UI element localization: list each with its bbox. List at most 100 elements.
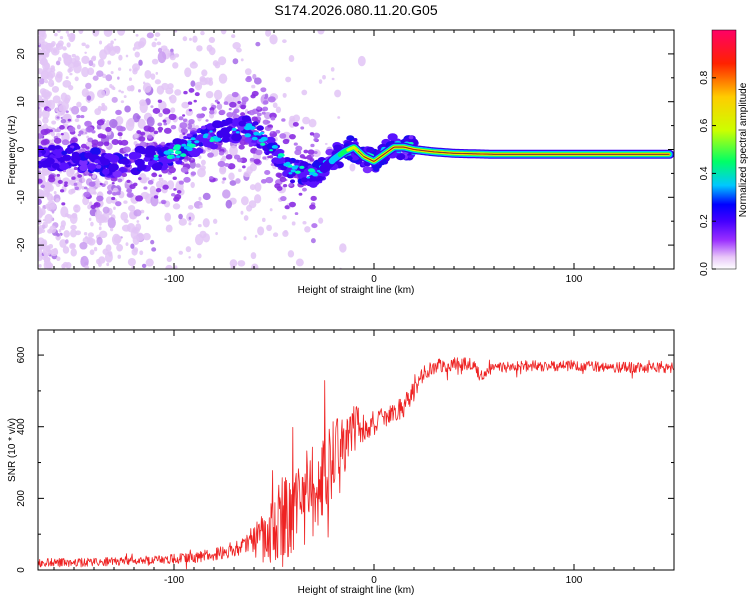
- noise-blob: [266, 224, 273, 232]
- noise-blob: [145, 177, 150, 181]
- ridge-hot: [260, 136, 268, 141]
- noise-blob: [92, 63, 96, 68]
- noise-spot: [38, 178, 43, 184]
- noise-blob: [169, 55, 176, 61]
- ridge-blob: [308, 181, 318, 188]
- noise-blob: [97, 126, 100, 130]
- ridge-blob: [94, 159, 100, 164]
- ridge-hot: [290, 169, 296, 173]
- noise-spot: [80, 143, 87, 149]
- noise-blob: [136, 220, 140, 223]
- noise-spot: [126, 192, 134, 198]
- noise-spot: [201, 106, 208, 111]
- ridge-hot: [175, 155, 181, 158]
- noise-blob: [112, 45, 121, 53]
- ridge-hot: [186, 144, 190, 147]
- ridge-hot: [167, 151, 172, 154]
- noise-blob: [71, 53, 76, 58]
- noise-blob: [84, 51, 87, 55]
- noise-blob: [44, 51, 50, 58]
- noise-blob: [188, 256, 191, 259]
- noise-spot: [112, 191, 117, 196]
- noise-blob: [197, 224, 202, 228]
- noise-blob: [263, 111, 272, 120]
- noise-blob: [90, 56, 97, 62]
- ridge-hot: [294, 170, 301, 174]
- noise-blob: [184, 67, 192, 78]
- noise-blob: [60, 92, 68, 102]
- noise-blob: [70, 33, 76, 39]
- noise-blob: [65, 76, 69, 80]
- noise-blob: [43, 241, 47, 245]
- ridge-hot: [288, 172, 293, 175]
- noise-spot: [188, 118, 195, 125]
- noise-blob: [51, 40, 56, 47]
- colorbar-tick-label: 0.6: [699, 118, 710, 132]
- noise-blob: [69, 242, 76, 250]
- spectrogram-frame: [37, 29, 675, 270]
- ridge-blob: [95, 164, 102, 169]
- noise-spot: [227, 163, 236, 170]
- noise-blob: [178, 250, 184, 255]
- noise-blob: [141, 263, 147, 268]
- noise-spot: [106, 190, 113, 195]
- noise-spot: [182, 132, 186, 135]
- noise-spot: [157, 126, 164, 132]
- noise-spot: [229, 101, 237, 108]
- noise-spot: [280, 195, 287, 202]
- noise-spot: [256, 106, 262, 110]
- noise-blob: [106, 43, 114, 52]
- noise-blob: [45, 203, 49, 209]
- noise-spot: [251, 90, 259, 97]
- noise-blob: [51, 83, 55, 86]
- noise-spot: [217, 160, 226, 168]
- ridge-blob: [408, 135, 414, 140]
- ridge-hot: [306, 176, 311, 179]
- noise-blob: [54, 128, 59, 133]
- noise-blob: [134, 51, 140, 58]
- noise-spot: [313, 137, 319, 142]
- noise-blob: [68, 189, 74, 195]
- ridge-hot: [190, 137, 196, 141]
- ridge-hot: [235, 131, 240, 134]
- noise-spot: [172, 176, 177, 181]
- noise-blob: [38, 112, 42, 119]
- ridge-hot: [153, 154, 159, 158]
- noise-blob: [55, 198, 60, 203]
- ridge-blob: [108, 166, 117, 173]
- noise-blob: [39, 246, 44, 251]
- ridge-blob: [307, 165, 313, 170]
- noise-blob: [93, 246, 98, 252]
- colorbar-tick-label: 0.4: [699, 166, 710, 180]
- noise-blob: [69, 229, 77, 238]
- noise-spot: [309, 204, 316, 210]
- noise-spot: [183, 176, 191, 183]
- ridge-blob: [186, 133, 192, 138]
- noise-blob: [221, 180, 225, 184]
- spectrogram-ylabel: Frequency (Hz): [7, 116, 18, 185]
- noise-spot: [173, 196, 180, 202]
- noise-blob: [47, 228, 53, 234]
- ridge-blob: [183, 135, 188, 140]
- noise-spot: [193, 99, 197, 103]
- noise-blob: [85, 82, 92, 90]
- noise-spot: [289, 133, 296, 140]
- noise-blob: [165, 224, 173, 233]
- noise-blob: [243, 215, 249, 221]
- noise-spot: [91, 139, 99, 146]
- noise-blob: [62, 246, 70, 254]
- ridge-blob: [61, 150, 68, 156]
- noise-spot: [261, 111, 266, 115]
- ridge-blob: [74, 159, 80, 164]
- noise-blob: [88, 217, 92, 221]
- noise-spot: [260, 87, 267, 93]
- noise-spot: [123, 146, 131, 153]
- noise-blob: [98, 226, 102, 231]
- ridge-blob: [86, 163, 97, 171]
- noise-blob: [199, 204, 203, 209]
- noise-blob: [136, 232, 145, 241]
- noise-blob: [42, 169, 48, 176]
- noise-spot: [88, 172, 93, 177]
- noise-blob: [118, 89, 122, 93]
- noise-spot: [97, 133, 105, 139]
